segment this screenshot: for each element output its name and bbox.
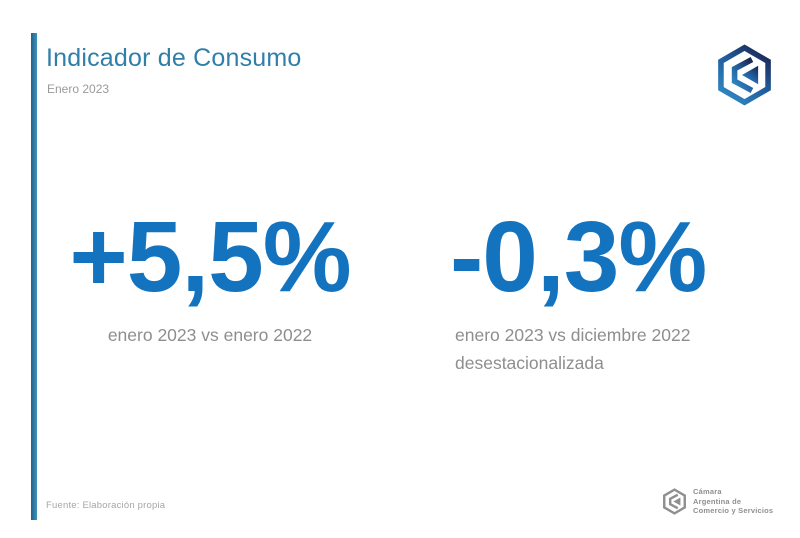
org-name-line3: Comercio y Servicios	[693, 506, 774, 515]
stat-mom: -0,3% enero 2023 vs diciembre 2022 deses…	[450, 207, 770, 377]
accent-bar	[31, 33, 37, 520]
stat-yoy-label: enero 2023 vs enero 2022	[107, 325, 313, 345]
org-name-line2: Argentina de	[693, 496, 742, 506]
cac-logo-icon	[711, 44, 778, 106]
org-signature: Cámara Argentina de Comercio y Servicios	[661, 487, 773, 516]
page-title: Indicador de Consumo	[46, 44, 302, 72]
stat-yoy: +5,5% enero 2023 vs enero 2022	[60, 207, 360, 349]
cac-logo-gray-icon	[661, 487, 688, 515]
source-note: Fuente: Elaboración propia	[46, 500, 166, 511]
stat-mom-label-line2: desestacionalizada	[455, 353, 604, 373]
org-name: Cámara Argentina de Comercio y Servicios	[693, 487, 773, 516]
org-name-line1: Cámara	[693, 487, 722, 496]
stat-mom-value: -0,3%	[450, 201, 707, 313]
stat-mom-label: enero 2023 vs diciembre 2022 desestacion…	[450, 321, 770, 377]
page-subtitle: Enero 2023	[47, 82, 110, 96]
stat-mom-label-line1: enero 2023 vs diciembre 2022	[455, 325, 691, 345]
stat-yoy-value: +5,5%	[69, 201, 351, 313]
